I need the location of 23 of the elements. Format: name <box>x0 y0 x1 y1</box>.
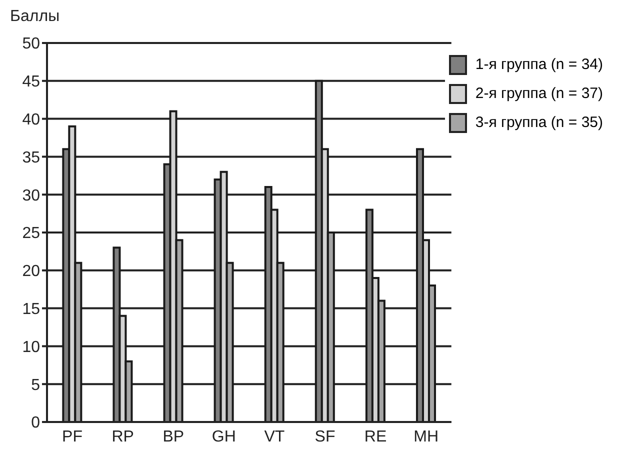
legend-label: 1-я группа (n = 34) <box>475 56 603 73</box>
legend-label: 3-я группа (n = 35) <box>475 114 603 131</box>
y-tick-label: 5 <box>31 376 40 394</box>
y-tick-label: 15 <box>22 300 40 318</box>
y-axis-title: Баллы <box>10 8 60 26</box>
x-tick-label: RE <box>364 428 387 446</box>
y-tick-label: 35 <box>22 149 40 166</box>
x-tick-label: BP <box>162 428 184 446</box>
x-tick-label: SF <box>314 428 336 446</box>
y-tick-label: 10 <box>22 338 40 356</box>
y-tick-label: 25 <box>22 225 40 242</box>
y-tick-label: 50 <box>22 36 40 53</box>
x-tick-label: RP <box>112 428 134 446</box>
y-tick-label: 45 <box>22 74 40 91</box>
x-tick-label: PF <box>62 428 83 446</box>
y-tick-label: 30 <box>22 187 40 204</box>
legend-label: 2-я группа (n = 37) <box>475 85 603 102</box>
x-tick-label: GH <box>212 428 236 446</box>
y-tick-label: 40 <box>22 111 40 128</box>
x-tick-label: MH <box>414 428 439 446</box>
x-tick-label: VT <box>264 428 285 446</box>
y-tick-label: 0 <box>31 414 40 432</box>
y-tick-label: 20 <box>22 263 40 280</box>
